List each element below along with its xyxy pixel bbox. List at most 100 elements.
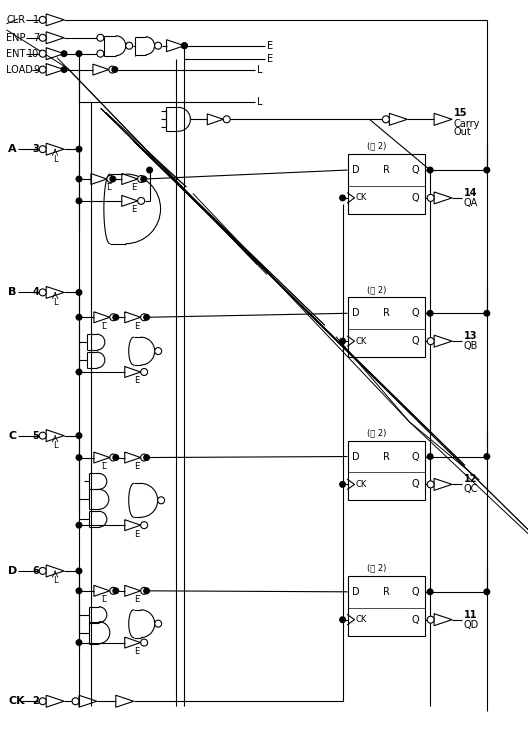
Circle shape (76, 198, 82, 203)
Circle shape (76, 369, 82, 375)
Circle shape (76, 455, 82, 461)
Circle shape (113, 315, 118, 320)
Text: Q: Q (412, 452, 419, 461)
Circle shape (340, 617, 345, 623)
Text: R: R (383, 165, 390, 175)
Circle shape (484, 454, 490, 459)
Text: L: L (53, 155, 58, 164)
Circle shape (427, 616, 434, 624)
Circle shape (107, 175, 114, 183)
Circle shape (138, 175, 144, 183)
Circle shape (340, 195, 345, 200)
Text: E̅: E̅ (131, 184, 136, 192)
Text: ENP: ENP (6, 32, 26, 43)
Text: Q: Q (412, 587, 419, 597)
Circle shape (158, 497, 165, 504)
Text: C: C (8, 430, 16, 441)
Circle shape (138, 198, 144, 204)
Text: 13: 13 (464, 331, 478, 341)
Circle shape (141, 639, 148, 646)
Circle shape (76, 176, 82, 182)
Circle shape (141, 522, 148, 528)
Circle shape (76, 523, 82, 528)
Circle shape (109, 66, 116, 73)
Text: (波 2): (波 2) (368, 564, 387, 573)
Text: QC: QC (464, 484, 478, 495)
Text: 1: 1 (33, 15, 39, 25)
Bar (348, 154, 425, 214)
Circle shape (61, 67, 67, 72)
Circle shape (147, 167, 152, 173)
Text: L: L (53, 441, 58, 450)
Circle shape (427, 481, 434, 488)
Circle shape (141, 454, 148, 461)
Text: R: R (383, 308, 390, 318)
Text: D: D (352, 165, 359, 175)
Text: Q: Q (412, 479, 419, 489)
Text: 5: 5 (32, 430, 39, 441)
Circle shape (39, 567, 46, 574)
Circle shape (39, 432, 46, 439)
Text: ENT: ENT (6, 49, 26, 59)
Circle shape (141, 368, 148, 375)
Circle shape (76, 588, 82, 593)
Circle shape (39, 50, 46, 57)
Text: 2: 2 (32, 696, 39, 706)
Circle shape (154, 348, 162, 354)
Text: QA: QA (464, 198, 478, 208)
Text: E: E (131, 206, 136, 214)
Circle shape (61, 51, 67, 57)
Text: L: L (53, 576, 58, 585)
Circle shape (110, 454, 117, 461)
Circle shape (144, 588, 149, 593)
Circle shape (110, 176, 115, 182)
Bar (348, 576, 425, 635)
Text: L̅: L̅ (102, 322, 106, 331)
Circle shape (181, 43, 187, 49)
Circle shape (223, 116, 230, 123)
Circle shape (39, 146, 46, 153)
Circle shape (113, 455, 118, 461)
Circle shape (484, 310, 490, 316)
Circle shape (39, 289, 46, 296)
Text: 12: 12 (464, 475, 478, 484)
Text: D: D (352, 308, 359, 318)
Circle shape (110, 587, 117, 594)
Text: E̅: E̅ (134, 462, 139, 471)
Text: Out: Out (454, 128, 472, 137)
Text: QB: QB (464, 341, 478, 351)
Text: Q: Q (412, 308, 419, 318)
Text: 11: 11 (464, 609, 478, 620)
Circle shape (76, 568, 82, 573)
Circle shape (484, 167, 490, 173)
Text: LOAD: LOAD (6, 65, 33, 74)
Text: E: E (134, 530, 139, 539)
Text: CK: CK (356, 480, 367, 489)
Text: L: L (257, 97, 262, 108)
Circle shape (141, 176, 147, 182)
Circle shape (427, 195, 434, 201)
Circle shape (427, 167, 433, 173)
Circle shape (427, 310, 433, 316)
Circle shape (97, 34, 104, 41)
Text: E: E (267, 41, 273, 51)
Text: E̅: E̅ (134, 595, 139, 604)
Bar (348, 441, 425, 500)
Text: L̅: L̅ (106, 184, 111, 192)
Circle shape (144, 455, 149, 461)
Text: (波 2): (波 2) (368, 142, 387, 150)
Circle shape (382, 116, 389, 123)
Circle shape (39, 16, 46, 24)
Text: 3: 3 (32, 144, 39, 154)
Circle shape (484, 589, 490, 595)
Text: 15: 15 (454, 108, 468, 119)
Text: L̅: L̅ (102, 595, 106, 604)
Circle shape (144, 315, 149, 320)
Text: E: E (134, 377, 139, 385)
Circle shape (340, 338, 345, 344)
Circle shape (39, 34, 46, 41)
Text: Q: Q (412, 615, 419, 625)
Text: 9: 9 (33, 65, 39, 74)
Circle shape (126, 42, 133, 49)
Circle shape (110, 314, 117, 321)
